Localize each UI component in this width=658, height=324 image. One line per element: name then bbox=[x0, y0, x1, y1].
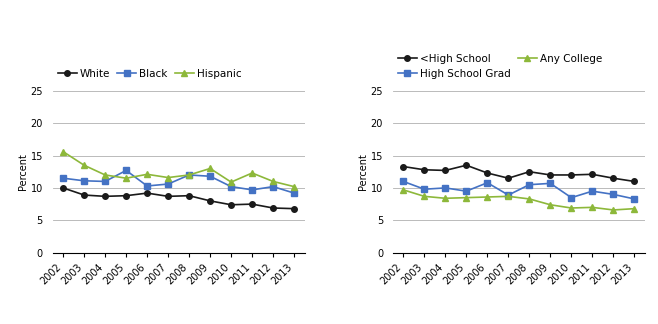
Line: <High School: <High School bbox=[401, 162, 637, 184]
Black bbox=[80, 179, 88, 183]
Y-axis label: Percent: Percent bbox=[18, 153, 28, 190]
White bbox=[122, 194, 130, 198]
Black bbox=[164, 182, 172, 186]
Hispanic bbox=[143, 172, 151, 176]
Black bbox=[143, 184, 151, 188]
Any College bbox=[420, 194, 428, 198]
<High School bbox=[463, 163, 470, 167]
Hispanic bbox=[122, 176, 130, 180]
White bbox=[290, 207, 298, 211]
Legend: White, Black, Hispanic: White, Black, Hispanic bbox=[58, 69, 241, 79]
Any College bbox=[505, 194, 513, 198]
White bbox=[227, 203, 235, 207]
<High School bbox=[525, 170, 533, 174]
Any College bbox=[399, 188, 407, 192]
<High School bbox=[484, 171, 492, 175]
Any College bbox=[546, 203, 554, 207]
High School Grad bbox=[399, 179, 407, 183]
Y-axis label: Percent: Percent bbox=[358, 153, 368, 190]
<High School bbox=[567, 173, 575, 177]
Any College bbox=[630, 207, 638, 211]
High School Grad bbox=[420, 187, 428, 191]
<High School bbox=[609, 176, 617, 180]
Line: Hispanic: Hispanic bbox=[61, 149, 297, 190]
High School Grad bbox=[525, 183, 533, 187]
High School Grad bbox=[484, 181, 492, 185]
Hispanic bbox=[101, 173, 109, 177]
Any College bbox=[525, 197, 533, 201]
Black bbox=[206, 174, 214, 178]
Line: High School Grad: High School Grad bbox=[401, 179, 637, 202]
Black bbox=[227, 185, 235, 189]
High School Grad bbox=[442, 186, 449, 190]
Hispanic bbox=[269, 179, 277, 183]
Legend: <High School, High School Grad, Any College: <High School, High School Grad, Any Coll… bbox=[398, 54, 602, 79]
Black bbox=[101, 179, 109, 183]
High School Grad bbox=[546, 181, 554, 185]
<High School bbox=[442, 168, 449, 172]
White bbox=[101, 194, 109, 198]
High School Grad bbox=[609, 192, 617, 196]
Black bbox=[290, 191, 298, 195]
Black bbox=[269, 185, 277, 189]
Hispanic bbox=[248, 171, 256, 175]
High School Grad bbox=[588, 189, 596, 193]
Line: White: White bbox=[61, 185, 297, 212]
Hispanic bbox=[185, 173, 193, 177]
High School Grad bbox=[630, 197, 638, 201]
Hispanic bbox=[80, 163, 88, 167]
<High School bbox=[588, 172, 596, 176]
Black bbox=[248, 188, 256, 192]
Any College bbox=[567, 206, 575, 210]
<High School bbox=[399, 165, 407, 168]
High School Grad bbox=[463, 189, 470, 193]
High School Grad bbox=[567, 196, 575, 200]
White bbox=[206, 199, 214, 203]
Any College bbox=[463, 196, 470, 200]
Black bbox=[185, 173, 193, 177]
<High School bbox=[505, 176, 513, 180]
Hispanic bbox=[290, 185, 298, 189]
Line: Any College: Any College bbox=[401, 187, 637, 213]
White bbox=[143, 191, 151, 195]
Black bbox=[59, 176, 67, 180]
White bbox=[269, 206, 277, 210]
White bbox=[248, 202, 256, 206]
<High School bbox=[546, 173, 554, 177]
Line: Black: Black bbox=[61, 168, 297, 196]
Hispanic bbox=[59, 150, 67, 154]
Any College bbox=[484, 195, 492, 199]
White bbox=[164, 194, 172, 198]
White bbox=[59, 186, 67, 190]
High School Grad bbox=[505, 193, 513, 197]
Any College bbox=[609, 208, 617, 212]
Hispanic bbox=[227, 180, 235, 184]
Hispanic bbox=[164, 176, 172, 179]
White bbox=[185, 194, 193, 198]
<High School bbox=[420, 168, 428, 172]
Hispanic bbox=[206, 167, 214, 170]
Any College bbox=[588, 205, 596, 209]
Any College bbox=[442, 196, 449, 200]
<High School bbox=[630, 179, 638, 183]
White bbox=[80, 193, 88, 197]
Black bbox=[122, 168, 130, 172]
